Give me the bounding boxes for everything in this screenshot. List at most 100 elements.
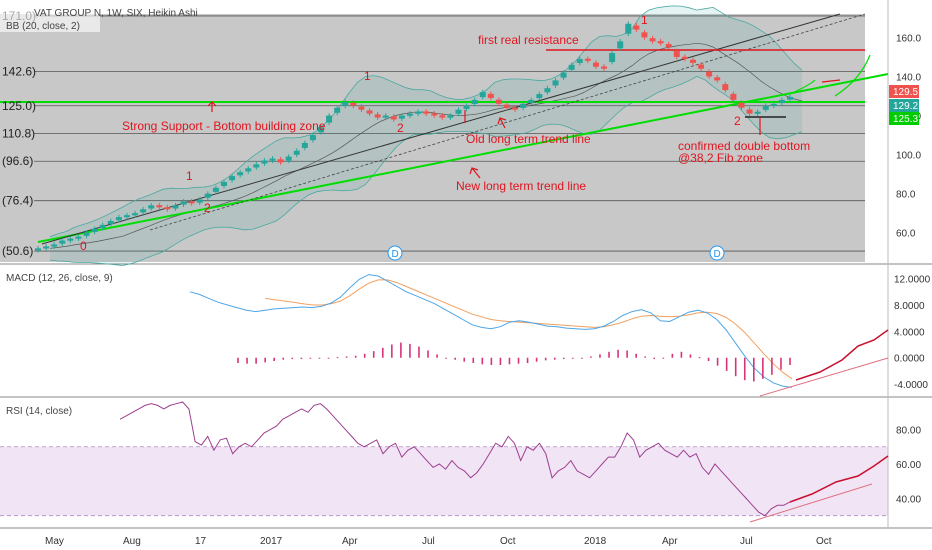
macd-tick-label: 12.0000 bbox=[894, 275, 931, 286]
macd-histogram-bar bbox=[753, 357, 755, 382]
candle bbox=[261, 160, 268, 164]
price-tick-label: 160.0 bbox=[896, 33, 921, 44]
macd-histogram-bar bbox=[499, 357, 502, 365]
macd-histogram-bar bbox=[427, 350, 429, 358]
macd-histogram-bar bbox=[400, 342, 402, 358]
rsi-band bbox=[0, 446, 888, 516]
price-level-label: 110.8) bbox=[2, 127, 35, 141]
candle bbox=[754, 111, 761, 114]
candle bbox=[301, 142, 308, 148]
price-level-labels: (50.6)(76.4)(96.6)110.8)125.0)142.6)171.… bbox=[2, 9, 36, 258]
candle bbox=[75, 236, 82, 239]
macd-histogram-bar bbox=[581, 357, 583, 359]
candle bbox=[520, 103, 527, 108]
candle bbox=[285, 156, 292, 161]
candle bbox=[536, 94, 543, 99]
price-level-label: 142.6) bbox=[2, 64, 36, 78]
annotation-label: Strong Support - Bottom building zone bbox=[122, 119, 326, 133]
candle bbox=[762, 105, 769, 110]
macd-histogram-bar bbox=[418, 346, 420, 358]
candle bbox=[778, 99, 785, 104]
macd-histogram-bar bbox=[725, 357, 728, 371]
candle bbox=[277, 159, 284, 163]
candle bbox=[544, 88, 551, 93]
candle bbox=[698, 64, 705, 69]
candle bbox=[180, 201, 187, 205]
macd-histogram-bar bbox=[590, 356, 592, 358]
macd-panel: -4.0000 0.0000 4.0000 8.0000 12.0000 bbox=[189, 274, 931, 397]
annotation-label: @38,2 Fib zone bbox=[678, 151, 763, 165]
macd-histogram-bar bbox=[671, 353, 674, 358]
macd-trendline bbox=[759, 357, 889, 397]
macd-histogram-bar bbox=[463, 357, 466, 362]
candle bbox=[293, 150, 300, 155]
rsi-title: RSI (14, close) bbox=[6, 406, 72, 417]
price-badge-label: 125.3 bbox=[893, 114, 918, 125]
price-badge bbox=[889, 99, 919, 112]
bollinger-upper bbox=[49, 5, 803, 237]
macd-histogram-bar bbox=[237, 357, 239, 364]
rsi-tick-label: 80.00 bbox=[896, 426, 921, 437]
candle bbox=[706, 71, 713, 77]
bollinger-fill bbox=[50, 5, 802, 266]
time-tick-label: Aug bbox=[123, 536, 141, 547]
macd-histogram-bar bbox=[716, 357, 719, 366]
time-tick-label: 17 bbox=[195, 536, 207, 547]
candle bbox=[592, 62, 599, 67]
candle bbox=[229, 176, 236, 181]
rsi-line bbox=[119, 401, 791, 517]
macd-histogram-bar bbox=[472, 357, 475, 364]
macd-tick-label: 4.0000 bbox=[894, 327, 925, 338]
candle bbox=[164, 207, 171, 210]
macd-histogram-bar bbox=[762, 357, 764, 379]
macd-histogram-bar bbox=[372, 351, 375, 358]
candle bbox=[447, 115, 454, 118]
macd-histogram-bar bbox=[436, 354, 438, 358]
wave-label: 2 bbox=[204, 201, 211, 215]
candle bbox=[342, 101, 349, 106]
macd-histogram-bar bbox=[734, 357, 737, 377]
annotation-arrow bbox=[497, 117, 507, 129]
candle bbox=[568, 64, 575, 70]
macd-histogram-bar bbox=[680, 351, 683, 358]
macd-histogram-bar bbox=[789, 357, 791, 365]
time-tick-label: Oct bbox=[500, 536, 516, 547]
macd-histogram-bar bbox=[553, 357, 556, 360]
candle bbox=[657, 41, 664, 44]
macd-histogram-bar bbox=[273, 357, 275, 362]
candle bbox=[681, 56, 688, 59]
rsi-tick-label: 40.00 bbox=[896, 494, 921, 505]
candle bbox=[423, 111, 430, 114]
candle bbox=[463, 105, 470, 109]
macd-histogram-bar bbox=[635, 353, 637, 358]
candle bbox=[83, 232, 90, 236]
macd-histogram-bar bbox=[264, 357, 266, 363]
macd-histogram-bar bbox=[653, 357, 656, 360]
candle bbox=[59, 240, 66, 244]
candle bbox=[415, 111, 422, 114]
macd-histogram-bar bbox=[345, 356, 348, 358]
projection-arrow bbox=[834, 54, 871, 97]
macd-histogram-bar bbox=[626, 350, 628, 358]
candle bbox=[730, 93, 737, 100]
dividend-icon bbox=[387, 245, 403, 261]
annotations: first real resistance Strong Support - Bo… bbox=[80, 13, 810, 261]
macd-histogram-bar bbox=[300, 357, 303, 360]
macd-histogram-bar bbox=[526, 357, 529, 364]
macd-histogram-bar bbox=[490, 357, 493, 365]
wave-label: 2 bbox=[397, 121, 404, 135]
candle bbox=[439, 115, 446, 118]
macd-projection bbox=[795, 329, 889, 381]
candle bbox=[609, 53, 616, 63]
candle bbox=[722, 84, 729, 91]
price-tick-label: 100.0 bbox=[896, 151, 921, 162]
price-level-label: (96.6) bbox=[2, 154, 33, 168]
candle bbox=[633, 25, 640, 30]
annotation-label: confirmed double bottom bbox=[678, 139, 810, 153]
macd-tick-label: 8.0000 bbox=[894, 301, 925, 312]
candle bbox=[560, 72, 567, 78]
macd-tick-label: -4.0000 bbox=[894, 380, 928, 391]
macd-histogram-bar bbox=[599, 354, 601, 358]
candle bbox=[172, 205, 179, 209]
